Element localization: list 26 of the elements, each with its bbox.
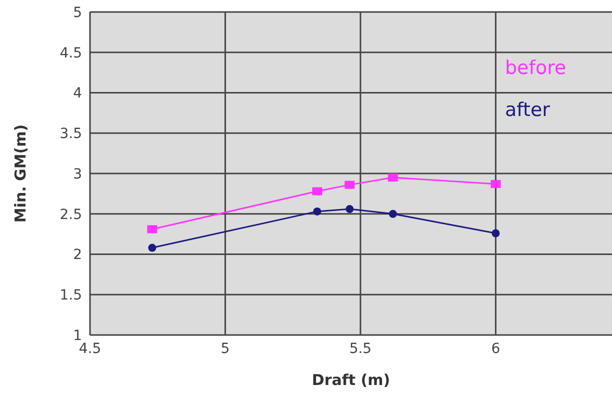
y-tick-label: 1.5 bbox=[60, 288, 82, 304]
y-tick-label: 2 bbox=[73, 247, 82, 264]
point bbox=[492, 229, 500, 238]
text: before bbox=[505, 57, 566, 79]
point bbox=[388, 210, 397, 218]
point bbox=[346, 205, 354, 214]
point bbox=[490, 180, 501, 188]
point bbox=[148, 244, 156, 252]
x-tick-label: 6 bbox=[491, 340, 500, 357]
point bbox=[147, 225, 158, 234]
text: after bbox=[505, 99, 551, 121]
y-tick-label: 3 bbox=[73, 166, 82, 182]
y-tick-label: 1 bbox=[73, 328, 82, 344]
point bbox=[388, 174, 398, 182]
y-tick-label: 5 bbox=[73, 4, 82, 21]
point bbox=[313, 207, 322, 216]
y-tick-label: 4 bbox=[73, 86, 82, 102]
x-tick-label: 5 bbox=[220, 340, 230, 357]
point bbox=[344, 180, 355, 189]
y-tick-label: 2.5 bbox=[60, 206, 82, 223]
y-tick-label: 4.5 bbox=[60, 45, 82, 62]
x-tick-label: 5.5 bbox=[349, 340, 372, 357]
point bbox=[312, 187, 322, 196]
y-tick-label: 3.5 bbox=[60, 126, 82, 142]
x-axis-title: Draft (m) bbox=[312, 371, 390, 389]
y-axis-title: Min. GM(m) bbox=[11, 124, 30, 223]
